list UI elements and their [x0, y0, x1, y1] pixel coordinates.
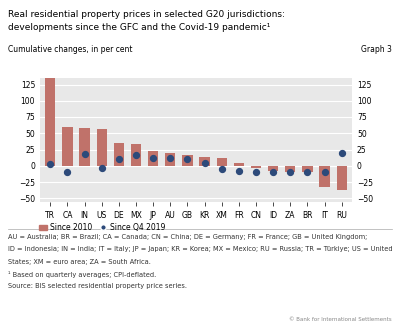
Bar — [234, 162, 244, 166]
Text: Cumulative changes, in per cent: Cumulative changes, in per cent — [8, 46, 132, 55]
Bar — [165, 153, 176, 166]
Text: ¹ Based on quarterly averages; CPI-deflated.: ¹ Based on quarterly averages; CPI-defla… — [8, 271, 156, 278]
Legend: Since 2010, Since Q4 2019: Since 2010, Since Q4 2019 — [36, 220, 168, 235]
Point — [133, 153, 139, 158]
Point — [98, 165, 105, 170]
Bar — [285, 166, 296, 172]
Point — [81, 151, 88, 157]
Bar — [45, 72, 56, 166]
Bar — [216, 158, 227, 166]
Bar — [131, 144, 141, 166]
Point — [167, 155, 174, 161]
Bar — [80, 128, 90, 166]
Text: States; XM = euro area; ZA = South Africa.: States; XM = euro area; ZA = South Afric… — [8, 259, 151, 265]
Bar — [114, 143, 124, 166]
Text: Source: BIS selected residential property price series.: Source: BIS selected residential propert… — [8, 283, 187, 289]
Bar — [251, 166, 261, 168]
Point — [236, 168, 242, 174]
Point — [321, 169, 328, 174]
Bar — [268, 166, 278, 171]
Bar — [148, 151, 158, 166]
Point — [338, 150, 345, 155]
Text: developments since the GFC and the Covid-19 pandemic¹: developments since the GFC and the Covid… — [8, 23, 270, 32]
Text: ID = Indonesia; IN = India; IT = Italy; JP = Japan; KR = Korea; MX = Mexico; RU : ID = Indonesia; IN = India; IT = Italy; … — [8, 246, 393, 252]
Point — [270, 169, 276, 174]
Bar — [302, 166, 312, 172]
Point — [218, 166, 225, 172]
Bar — [62, 127, 72, 166]
Point — [287, 169, 294, 174]
Point — [116, 157, 122, 162]
Bar — [336, 166, 347, 190]
Text: AU = Australia; BR = Brazil; CA = Canada; CN = China; DE = Germany; FR = France;: AU = Australia; BR = Brazil; CA = Canada… — [8, 234, 367, 240]
Point — [253, 169, 259, 174]
Text: © Bank for International Settlements: © Bank for International Settlements — [289, 317, 392, 322]
Point — [64, 170, 71, 175]
Bar — [200, 157, 210, 166]
Bar — [320, 166, 330, 187]
Bar — [182, 155, 192, 166]
Point — [304, 169, 311, 174]
Text: Graph 3: Graph 3 — [361, 46, 392, 55]
Bar — [96, 129, 107, 166]
Point — [201, 160, 208, 165]
Text: Real residential property prices in selected G20 jurisdictions:: Real residential property prices in sele… — [8, 10, 285, 19]
Point — [150, 155, 156, 161]
Point — [184, 156, 191, 161]
Point — [47, 161, 54, 166]
